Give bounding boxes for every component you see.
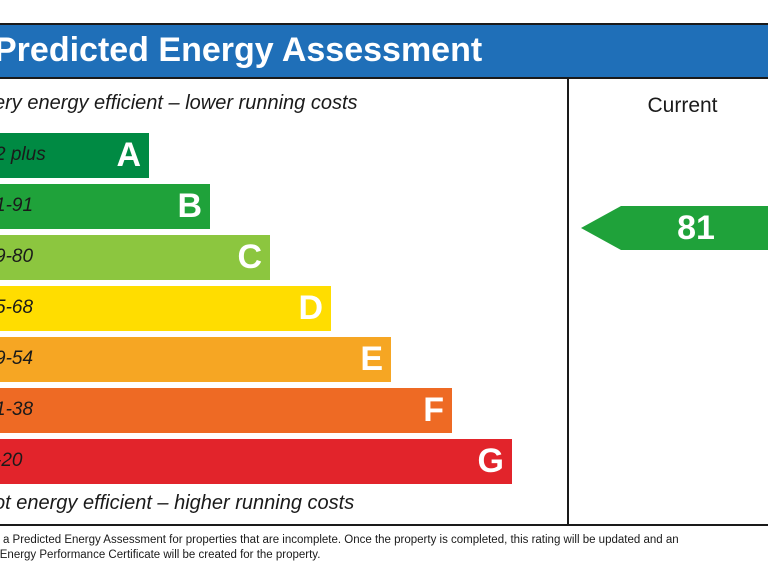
footnote-line-1: s a Predicted Energy Assessment for prop…: [0, 534, 679, 546]
band-g: -20 G: [0, 439, 512, 484]
band-c: 9-80 C: [0, 235, 270, 280]
inefficient-note: ot energy efficient – higher running cos…: [0, 492, 355, 514]
band-a: 2 plus A: [0, 133, 149, 178]
footnote-line-2: l Energy Performance Certificate will be…: [0, 549, 321, 561]
efficient-note: ery energy efficient – lower running cos…: [0, 92, 358, 114]
current-column-header: Current: [647, 94, 718, 117]
band-letter: E: [360, 340, 383, 378]
current-rating-value: 81: [677, 209, 715, 247]
current-rating-arrow: 81: [581, 206, 768, 250]
chart-frame: [0, 23, 768, 526]
column-divider: [567, 79, 569, 526]
band-f: 1-38 F: [0, 388, 452, 433]
band-e: 9-54 E: [0, 337, 391, 382]
band-letter: A: [116, 136, 141, 174]
band-range-label: 5-68: [0, 297, 34, 318]
band-letter: D: [298, 289, 323, 327]
current-rating-arrow-shape: [581, 206, 768, 250]
band-range-label: 9-80: [0, 246, 34, 267]
band-letter: G: [477, 442, 504, 480]
band-range-label: 2 plus: [0, 144, 46, 165]
band-letter: F: [423, 391, 444, 429]
band-range-label: 1-91: [0, 195, 34, 216]
band-range-label: 9-54: [0, 348, 34, 369]
band-letter: B: [177, 187, 202, 225]
footnote: s a Predicted Energy Assessment for prop…: [0, 533, 679, 563]
band-range-label: -20: [0, 450, 23, 471]
band-range-label: 1-38: [0, 399, 34, 420]
band-d: 5-68 D: [0, 286, 331, 331]
band-letter: C: [237, 238, 262, 276]
title-bar: Predicted Energy Assessment: [0, 23, 768, 79]
page-title: Predicted Energy Assessment: [0, 31, 483, 69]
band-b: 1-91 B: [0, 184, 210, 229]
